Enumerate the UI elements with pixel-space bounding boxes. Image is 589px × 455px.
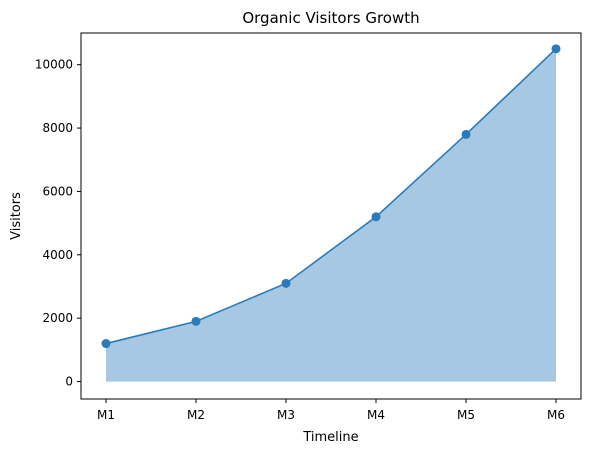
data-point-m3 xyxy=(281,278,291,288)
y-tick-label-8000: 8000 xyxy=(42,121,73,135)
x-tick-label-m1: M1 xyxy=(97,408,115,422)
data-point-m4 xyxy=(371,212,381,222)
y-tick-label-2000: 2000 xyxy=(42,311,73,325)
y-tick-label-10000: 10000 xyxy=(35,58,73,72)
area-fill-layer xyxy=(106,48,556,382)
series-line xyxy=(105,48,557,345)
series-line-layer xyxy=(105,48,557,345)
data-point-m1 xyxy=(101,339,111,349)
data-point-m6 xyxy=(551,44,561,54)
x-tick-label-m4: M4 xyxy=(367,408,385,422)
x-tick-label-m2: M2 xyxy=(187,408,205,422)
x-tick-label-m6: M6 xyxy=(547,408,565,422)
y-tick-label-4000: 4000 xyxy=(42,248,73,262)
area-fill xyxy=(106,48,556,382)
chart-title: Organic Visitors Growth xyxy=(242,9,419,27)
data-point-m5 xyxy=(461,129,471,139)
x-tick-label-m5: M5 xyxy=(457,408,475,422)
y-axis: 0 2000 4000 6000 8000 10000 xyxy=(35,58,81,389)
x-axis: M1 M2 M3 M4 M5 M6 xyxy=(97,399,565,422)
x-tick-label-m3: M3 xyxy=(277,408,295,422)
y-axis-label: Visitors xyxy=(9,192,24,240)
x-axis-label: Timeline xyxy=(302,430,358,445)
data-markers xyxy=(101,44,561,349)
y-tick-label-0: 0 xyxy=(65,375,73,389)
y-tick-label-6000: 6000 xyxy=(42,184,73,198)
data-point-m2 xyxy=(191,316,201,326)
plot-frame xyxy=(80,32,582,400)
